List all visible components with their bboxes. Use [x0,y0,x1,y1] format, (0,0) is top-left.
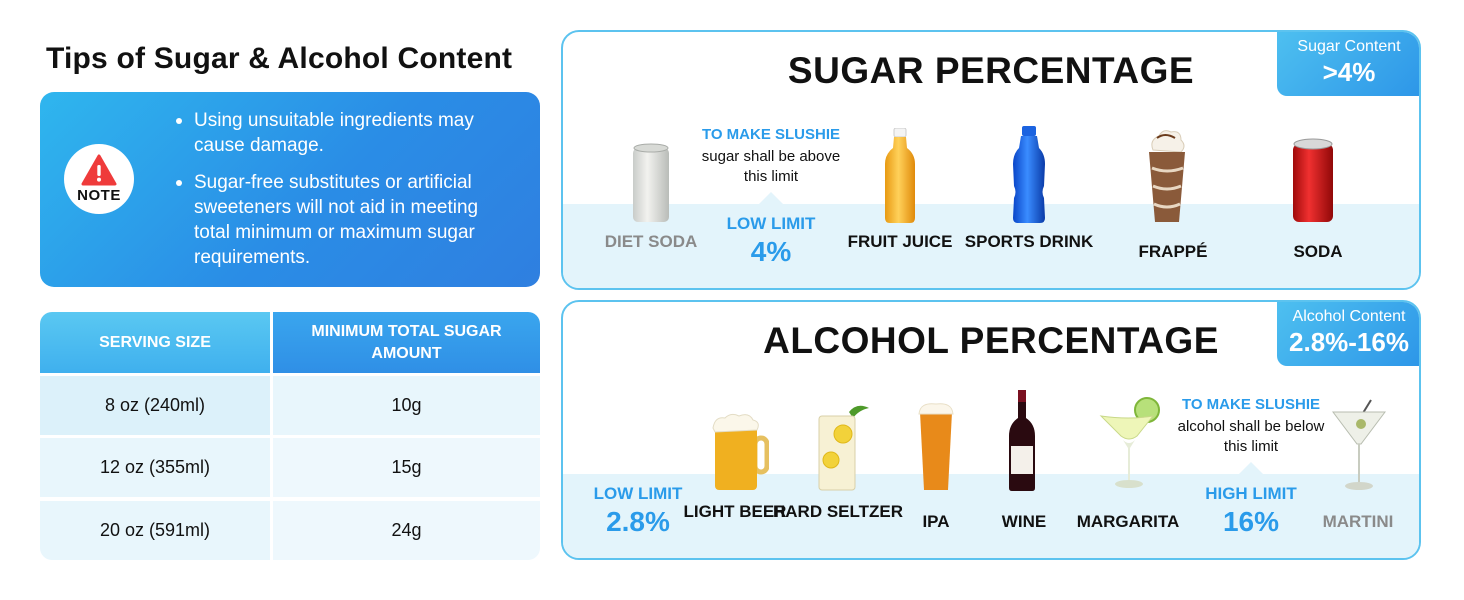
sugar-low-limit-label: LOW LIMIT [726,214,816,233]
table-header-serving-size: SERVING SIZE [40,312,270,373]
item-label-margarita: MARGARITA [1076,512,1180,531]
table-cell-sugar: 15g [273,438,540,497]
wine-bottle-icon [1009,390,1035,491]
item-label-light-beer: LIGHT BEER [683,502,787,521]
note-badge: NOTE [64,144,134,214]
alcohol-high-limit-label: HIGH LIMIT [1205,484,1297,503]
table-cell-sugar: 10g [273,376,540,435]
note-bullet: Using unsuitable ingredients may cause d… [174,108,519,158]
sugar-note-pointer [759,192,783,204]
alcohol-high-limit: HIGH LIMIT 16% [1181,484,1321,538]
can-icon [633,143,669,222]
alcohol-note-head: TO MAKE SLUSHIE [1181,396,1321,413]
table-cell-serving: 20 oz (591ml) [40,501,270,560]
alcohol-tag-label: Alcohol Content [1292,308,1406,325]
sugar-low-limit: LOW LIMIT 4% [701,214,841,268]
sugar-low-limit-value: 4% [750,236,792,267]
item-label-sports-drink: SPORTS DRINK [964,232,1094,251]
warning-icon [81,154,117,186]
alcohol-content-tag: Alcohol Content 2.8%-16% [1277,302,1419,366]
note-label: NOTE [77,187,121,204]
sugar-note-body: sugar shall be above this limit [701,148,841,185]
alcohol-low-limit: LOW LIMIT 2.8% [568,484,708,538]
sugar-band [563,204,1419,288]
alcohol-band [563,474,1419,558]
alcohol-tag-value: 2.8%-16% [1289,327,1409,357]
tips-title: Tips of Sugar & Alcohol Content [46,42,513,75]
note-bullet: Sugar-free substitutes or artificial swe… [174,170,519,270]
table-row: 20 oz (591ml) 24g [40,501,540,560]
sugar-note-head: TO MAKE SLUSHIE [701,126,841,143]
item-label-frappe: FRAPPÉ [1138,242,1208,261]
frappe-cup-icon [1149,130,1185,222]
beer-mug-icon [712,413,769,490]
item-label-diet-soda: DIET SODA [604,232,698,251]
seltzer-glass-icon [818,405,869,491]
alcohol-limit-note: TO MAKE SLUSHIE alcohol shall be below t… [1171,396,1331,457]
alcohol-high-limit-value: 16% [1222,506,1280,537]
sugar-limit-note: TO MAKE SLUSHIE sugar shall be above thi… [691,126,851,187]
sugar-panel-title: SUGAR PERCENTAGE [787,50,1195,91]
note-list: Using unsuitable ingredients may cause d… [174,108,519,282]
sugar-tag-label: Sugar Content [1297,38,1401,55]
sports-drink-icon [1013,126,1045,223]
item-label-hard-seltzer: HARD SELTZER [773,502,904,521]
alcohol-note-pointer [1239,462,1263,474]
item-label-martini: MARTINI [1322,512,1394,531]
soda-can-icon [1293,138,1333,222]
sugar-content-tag: Sugar Content >4% [1277,32,1419,96]
alcohol-panel: ALCOHOL PERCENTAGE Alcohol Content 2.8%-… [561,300,1421,560]
alcohol-low-limit-value: 2.8% [606,506,670,537]
note-box: NOTE Using unsuitable ingredients may ca… [40,92,540,287]
sugar-table: SERVING SIZE MINIMUM TOTAL SUGAR AMOUNT … [40,312,540,560]
alcohol-note-body: alcohol shall be below this limit [1177,418,1325,455]
juice-bottle-icon [885,128,915,223]
item-label-soda: SODA [1293,242,1343,261]
alcohol-low-limit-label: LOW LIMIT [593,484,683,503]
item-label-fruit-juice: FRUIT JUICE [847,232,953,251]
item-label-wine: WINE [1001,512,1047,531]
table-cell-serving: 12 oz (355ml) [40,438,270,497]
table-header-min-sugar-text: MINIMUM TOTAL SUGAR AMOUNT [311,322,502,362]
table-row: 12 oz (355ml) 15g [40,438,540,497]
item-label-ipa: IPA [922,512,950,531]
table-cell-sugar: 24g [273,501,540,560]
alcohol-panel-title: ALCOHOL PERCENTAGE [763,320,1219,361]
pint-glass-icon [918,403,954,490]
table-header-min-sugar: MINIMUM TOTAL SUGAR AMOUNT [273,312,540,373]
sugar-tag-value: >4% [1322,57,1376,87]
sugar-panel: SUGAR PERCENTAGE Sugar Content >4% DIET … [561,30,1421,290]
table-cell-serving: 8 oz (240ml) [40,376,270,435]
margarita-glass-icon [1099,397,1160,488]
table-row: 8 oz (240ml) 10g [40,376,540,435]
martini-glass-icon [1332,399,1386,490]
